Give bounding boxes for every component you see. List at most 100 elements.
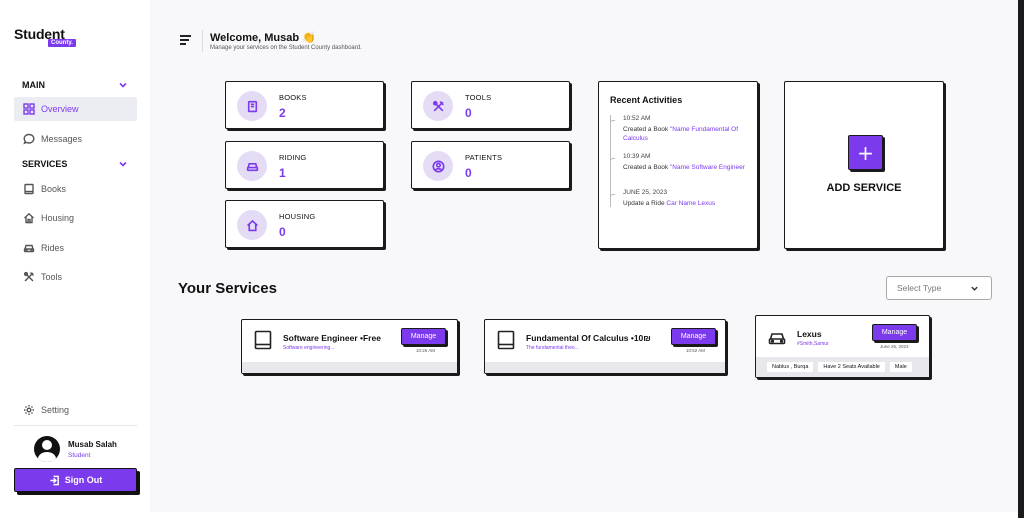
activity-time: JUNE 25, 2023 bbox=[623, 189, 668, 196]
activity-item[interactable]: 10:39 AM Created a Book "Name Software E… bbox=[623, 153, 753, 172]
sidebar-item-label: Rides bbox=[41, 243, 65, 253]
main-section-header[interactable]: MAIN bbox=[22, 80, 128, 90]
service-name: Fundamental Of Calculus •10₪ bbox=[526, 333, 651, 343]
sidebar-divider bbox=[14, 425, 137, 426]
grid-icon bbox=[23, 103, 35, 115]
service-time: June 25, 2023 bbox=[880, 344, 909, 349]
page-subtitle: Manage your services on the Student Coun… bbox=[210, 45, 362, 51]
sidebar-item-messages[interactable]: Messages bbox=[14, 127, 137, 151]
sidebar-item-setting[interactable]: Setting bbox=[14, 398, 137, 422]
activity-item[interactable]: 10:52 AM Created a Book "Name Fundamenta… bbox=[623, 115, 753, 143]
timeline-tick bbox=[610, 120, 615, 126]
book-icon bbox=[497, 330, 515, 350]
avatar bbox=[34, 436, 60, 462]
activity-desc: Created a Book bbox=[623, 126, 670, 133]
service-desc: #Smith,Samur bbox=[797, 341, 829, 347]
stat-card-patients[interactable]: PATIENTS 0 bbox=[411, 141, 570, 189]
service-name: Lexus bbox=[797, 329, 822, 339]
service-desc: The fundamental theo... bbox=[526, 345, 579, 351]
stat-value: 0 bbox=[279, 225, 286, 239]
stat-label: HOUSING bbox=[279, 212, 316, 221]
user-name: Musab Salah bbox=[68, 439, 117, 449]
chevron-down-icon bbox=[971, 286, 978, 291]
activities-title: Recent Activities bbox=[610, 95, 683, 105]
activity-highlight: "Name Software Engineer bbox=[669, 164, 745, 171]
manage-button[interactable]: Manage bbox=[671, 328, 716, 345]
service-chip: Have 2 Seats Available bbox=[818, 362, 885, 372]
sidebar-item-housing[interactable]: Housing bbox=[14, 206, 137, 230]
service-type-select[interactable]: Select Type bbox=[886, 276, 992, 300]
chat-icon bbox=[23, 133, 35, 145]
tools-icon bbox=[23, 271, 34, 282]
stat-card-books[interactable]: BOOKS 2 bbox=[225, 81, 384, 129]
timeline-tick bbox=[610, 194, 615, 200]
select-placeholder: Select Type bbox=[897, 283, 942, 293]
stat-label: TOOLS bbox=[465, 93, 492, 102]
sidebar-item-overview[interactable]: Overview bbox=[14, 97, 137, 121]
manage-button[interactable]: Manage bbox=[401, 328, 446, 345]
tools-icon bbox=[423, 91, 453, 121]
gear-icon bbox=[24, 405, 34, 415]
sidebar-item-label: Housing bbox=[41, 213, 75, 223]
service-card-software-engineer[interactable]: Software Engineer •Free Software enginee… bbox=[241, 319, 458, 374]
car-icon bbox=[768, 328, 786, 348]
stat-card-tools[interactable]: TOOLS 0 bbox=[411, 81, 570, 129]
logo-text: Student bbox=[14, 26, 65, 42]
sign-out-button[interactable]: Sign Out bbox=[14, 468, 137, 492]
your-services-title: Your Services bbox=[178, 280, 277, 297]
chevron-down-icon bbox=[119, 161, 127, 167]
activity-text: Created a Book "Name Fundamental Of Calc… bbox=[623, 125, 753, 143]
main-section-label: MAIN bbox=[22, 80, 45, 90]
activity-desc: Created a Book bbox=[623, 164, 670, 171]
page-title: Welcome, Musab 👏 bbox=[210, 32, 316, 44]
service-time: 10:26 AM bbox=[416, 348, 436, 353]
sidebar-item-tools[interactable]: Tools bbox=[14, 265, 137, 289]
header-divider bbox=[202, 30, 203, 52]
activity-text: Update a Ride Car Name Lexus bbox=[623, 199, 753, 208]
service-chip: Male bbox=[889, 362, 912, 372]
add-service-card[interactable]: + ADD SERVICE bbox=[784, 81, 944, 249]
activity-item[interactable]: JUNE 25, 2023 Update a Ride Car Name Lex… bbox=[623, 189, 753, 208]
manage-button[interactable]: Manage bbox=[872, 324, 917, 341]
home-icon bbox=[24, 212, 34, 224]
user-profile[interactable]: Musab Salah Student bbox=[34, 436, 117, 462]
activity-text: Created a Book "Name Software Engineer bbox=[623, 163, 753, 172]
sidebar-item-books[interactable]: Books bbox=[14, 177, 137, 201]
home-icon bbox=[237, 210, 267, 240]
service-card-lexus[interactable]: Lexus #Smith,Samur Manage June 25, 2023 … bbox=[755, 315, 930, 378]
service-time: 10:52 AM bbox=[686, 348, 706, 353]
stat-label: RIDING bbox=[279, 153, 307, 162]
book-icon bbox=[24, 183, 34, 195]
service-footer bbox=[485, 362, 725, 373]
stat-label: PATIENTS bbox=[465, 153, 503, 162]
service-footer: Nablus , Burqa Have 2 Seats Available Ma… bbox=[756, 357, 929, 377]
stat-value: 0 bbox=[465, 166, 472, 180]
window-edge bbox=[1018, 0, 1024, 518]
stat-value: 1 bbox=[279, 166, 286, 180]
service-desc: Software engineering... bbox=[283, 345, 335, 351]
activity-time: 10:39 AM bbox=[623, 153, 651, 160]
sidebar: Student County. MAIN Overview Messages S… bbox=[0, 0, 150, 518]
service-name: Software Engineer •Free bbox=[283, 333, 381, 343]
stat-label: BOOKS bbox=[279, 93, 307, 102]
sidebar-item-label: Books bbox=[41, 184, 67, 194]
activity-desc: Update a Ride bbox=[623, 200, 667, 207]
sign-out-icon bbox=[50, 475, 59, 485]
sidebar-item-label: Overview bbox=[41, 104, 79, 114]
recent-activities-panel: Recent Activities 10:52 AM Created a Boo… bbox=[598, 81, 758, 249]
stat-value: 0 bbox=[465, 106, 472, 120]
main-content: Welcome, Musab 👏 Manage your services on… bbox=[150, 0, 1018, 512]
services-section-header[interactable]: SERVICES bbox=[22, 159, 128, 169]
sidebar-item-label: Tools bbox=[41, 272, 63, 282]
menu-icon[interactable] bbox=[180, 35, 191, 45]
add-service-button[interactable]: + bbox=[848, 135, 883, 170]
service-footer bbox=[242, 362, 457, 373]
activity-highlight: Car Name Lexus bbox=[666, 200, 716, 207]
sidebar-item-rides[interactable]: Rides bbox=[14, 236, 137, 260]
stat-card-riding[interactable]: RIDING 1 bbox=[225, 141, 384, 189]
logo[interactable]: Student County. bbox=[14, 26, 76, 47]
service-card-fundamental-calculus[interactable]: Fundamental Of Calculus •10₪ The fundame… bbox=[484, 319, 726, 374]
stat-card-housing[interactable]: HOUSING 0 bbox=[225, 200, 384, 248]
sign-out-label: Sign Out bbox=[64, 475, 103, 485]
services-section-label: SERVICES bbox=[22, 159, 68, 169]
